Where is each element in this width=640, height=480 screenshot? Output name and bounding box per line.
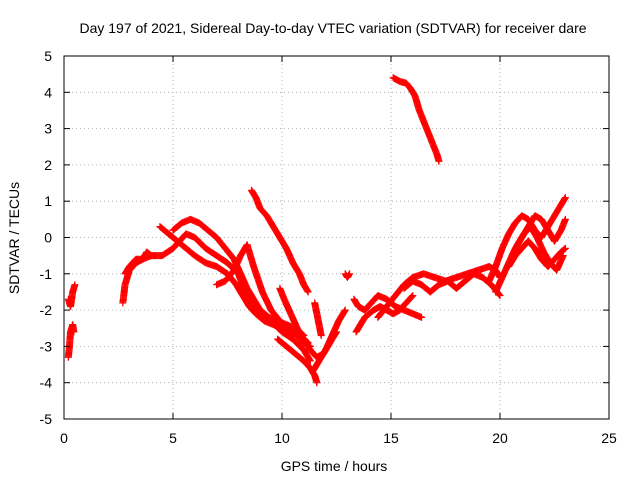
x-tick-label: 5 <box>169 430 177 446</box>
series-track-12 <box>341 270 354 281</box>
data-point <box>408 292 416 300</box>
data-points <box>64 74 569 387</box>
data-point <box>495 291 503 299</box>
y-tick-label: 0 <box>44 230 52 246</box>
data-point <box>409 292 417 300</box>
y-tick-label: -1 <box>40 266 53 282</box>
data-point <box>561 244 569 252</box>
x-tick-label: 15 <box>383 430 399 446</box>
data-point <box>313 379 321 387</box>
y-axis-label: SDTVAR / TECUs <box>6 182 22 294</box>
y-tick-label: -2 <box>40 302 53 318</box>
y-tick-label: -4 <box>40 375 53 391</box>
chart-title: Day 197 of 2021, Sidereal Day-to-day VTE… <box>79 20 586 36</box>
data-point <box>496 292 504 300</box>
series-track-02 <box>64 321 78 361</box>
series-track-16 <box>400 270 504 300</box>
y-tick-label: -5 <box>40 411 53 427</box>
y-tick-label: 5 <box>44 48 52 64</box>
series-track-01 <box>64 281 79 310</box>
data-point <box>317 332 325 340</box>
data-point <box>561 194 569 202</box>
data-point <box>561 215 569 223</box>
x-tick-label: 10 <box>274 430 290 446</box>
data-point <box>341 306 349 314</box>
y-ticks: -5 -4 -3 -2 -1 0 1 2 3 4 5 <box>40 48 609 427</box>
data-point <box>346 270 354 278</box>
data-point <box>559 252 567 260</box>
y-tick-label: 1 <box>44 193 52 209</box>
y-tick-label: 4 <box>44 84 52 100</box>
data-point <box>70 328 78 336</box>
data-point <box>71 281 79 289</box>
x-tick-label: 0 <box>60 430 68 446</box>
data-point <box>306 357 314 365</box>
series-track-11 <box>311 299 325 340</box>
x-axis-label: GPS time / hours <box>281 458 388 474</box>
x-tick-label: 20 <box>492 430 508 446</box>
y-tick-label: 2 <box>44 157 52 173</box>
data-point <box>407 293 415 301</box>
y-tick-label: -3 <box>40 338 53 354</box>
x-tick-label: 25 <box>601 430 617 446</box>
grid <box>64 56 609 419</box>
series-track-17 <box>389 74 443 165</box>
data-point <box>418 313 426 321</box>
series-track-07 <box>247 186 312 296</box>
data-point <box>561 245 569 253</box>
data-point <box>435 157 443 165</box>
x-ticks: 0 5 10 15 20 25 <box>60 56 617 446</box>
series-track-21 <box>513 223 567 274</box>
data-point <box>304 288 312 296</box>
y-tick-label: 3 <box>44 121 52 137</box>
series-track-10 <box>309 306 349 376</box>
